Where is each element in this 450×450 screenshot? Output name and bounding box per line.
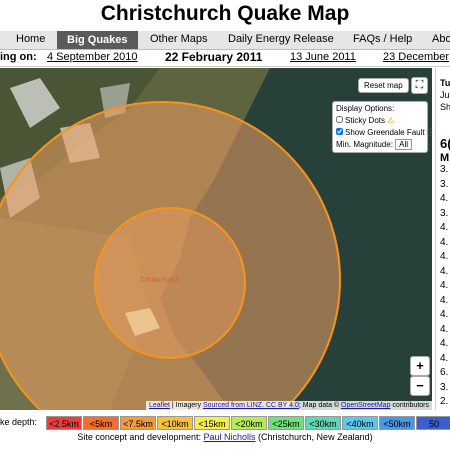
date-label: ing on: bbox=[0, 51, 37, 63]
sidebar-item: 3. bbox=[440, 178, 449, 190]
legend-cell: <5km bbox=[83, 416, 119, 430]
attribution: Leaflet | Imagery Sourced from LINZ. CC … bbox=[145, 401, 432, 410]
legend-cell: <10km bbox=[157, 416, 193, 430]
sidebar-item: 4. bbox=[440, 193, 449, 204]
legend-cell: <30km bbox=[305, 416, 341, 430]
sidebar-item: 4. bbox=[440, 280, 449, 291]
legend-cell: <7.5km bbox=[120, 416, 156, 430]
date-active: 22 February 2011 bbox=[165, 50, 263, 64]
footer-link[interactable]: Paul Nicholls bbox=[203, 432, 256, 442]
sidebar-item: 3. bbox=[440, 164, 449, 175]
attr-text: | Imagery bbox=[171, 402, 201, 409]
sidebar-item: 4. bbox=[440, 236, 449, 248]
sidebar-item: 4. bbox=[440, 352, 449, 364]
nav-bar: Home Big Quakes Other Maps Daily Energy … bbox=[0, 31, 450, 50]
attr-text: contributors bbox=[392, 402, 429, 409]
date-link[interactable]: 4 September 2010 bbox=[47, 51, 138, 63]
nav-link[interactable]: Home bbox=[16, 33, 46, 45]
sidebar-item: 4. bbox=[440, 323, 449, 335]
sidebar-line: Sh bbox=[440, 102, 450, 112]
sidebar-line: Ju bbox=[440, 90, 450, 100]
depth-legend: ke depth: <2.5km <5km <7.5km <10km <15km <20k… bbox=[0, 416, 450, 430]
date-link[interactable]: 23 December bbox=[383, 51, 450, 63]
legend-cell: <25km bbox=[268, 416, 304, 430]
sticky-label: Sticky Dots bbox=[345, 116, 386, 125]
attr-link[interactable]: Leaflet bbox=[148, 402, 170, 409]
sidebar-big: 6( bbox=[440, 136, 450, 151]
sidebar: Tu Ju Sh 6( M 3. 3. 4. 3. 4. 4. 4. 4. 4. 4. 4. 4. 4.… bbox=[435, 68, 450, 410]
sidebar-item: 3. bbox=[440, 381, 449, 393]
map-place-label: Christchurch bbox=[140, 277, 179, 284]
legend-label: ke depth: bbox=[0, 417, 38, 427]
fullscreen-button[interactable]: ⛶ bbox=[411, 77, 428, 94]
legend-cell: <50km bbox=[379, 416, 415, 430]
legend-cell: <2.5km bbox=[46, 416, 82, 430]
sidebar-item: 4. bbox=[440, 222, 449, 233]
attr-link[interactable]: OpenStreetMap bbox=[341, 402, 391, 409]
sidebar-item: 4. bbox=[440, 294, 449, 306]
map[interactable]: Christchurch Reset map ⛶ Display Options… bbox=[0, 68, 432, 410]
legend-cell: <20km bbox=[231, 416, 267, 430]
sidebar-item: 4. bbox=[440, 251, 449, 262]
legend-cell: 50 bbox=[416, 416, 450, 430]
footer: Site concept and development: Paul Nicho… bbox=[0, 432, 450, 442]
zoom-out[interactable]: − bbox=[410, 376, 430, 396]
min-mag-label: Min. Magnitude: bbox=[336, 140, 393, 149]
nav-link[interactable]: Daily Energy Release bbox=[228, 33, 334, 45]
nav-link[interactable]: Other Maps bbox=[150, 33, 208, 45]
footer-text: Site concept and development: bbox=[77, 432, 201, 442]
sidebar-item: 6. bbox=[440, 367, 449, 378]
nav-link[interactable]: FAQs / Help bbox=[353, 33, 413, 45]
nav-link-active[interactable]: Big Quakes bbox=[57, 31, 138, 49]
zoom-in[interactable]: + bbox=[410, 356, 430, 376]
footer-text: (Christchurch, New Zealand) bbox=[258, 432, 373, 442]
sidebar-item: 3. bbox=[440, 207, 449, 219]
options-title: Display Options: bbox=[336, 104, 395, 113]
sidebar-item: 4. bbox=[440, 309, 449, 320]
legend-cell: <15km bbox=[194, 416, 230, 430]
sidebar-item: 4. bbox=[440, 265, 449, 277]
attr-link[interactable]: Sourced from LINZ. CC BY 4.0 bbox=[202, 402, 299, 409]
min-mag-select[interactable]: All bbox=[395, 139, 413, 150]
reset-button[interactable]: Reset map bbox=[358, 78, 409, 93]
greendale-label: Show Greendale Fault bbox=[345, 128, 425, 137]
attr-text: ; Map data © bbox=[298, 402, 340, 409]
display-options: Display Options: Sticky Dots ⚠ Show Gree… bbox=[332, 101, 432, 153]
sidebar-item: 4. bbox=[440, 338, 449, 349]
page-title: Christchurch Quake Map bbox=[100, 2, 350, 25]
greendale-checkbox[interactable] bbox=[336, 128, 343, 135]
sidebar-item: 2. bbox=[440, 396, 449, 407]
legend-cell: <40km bbox=[342, 416, 378, 430]
sticky-checkbox[interactable] bbox=[336, 116, 343, 123]
sidebar-sub: M bbox=[440, 152, 450, 164]
date-link[interactable]: 13 June 2011 bbox=[290, 51, 356, 63]
date-bar: ing on: 4 September 2010 22 February 201… bbox=[0, 50, 450, 67]
sidebar-line: Tu bbox=[440, 78, 450, 88]
nav-link[interactable]: Abo bbox=[432, 33, 450, 45]
